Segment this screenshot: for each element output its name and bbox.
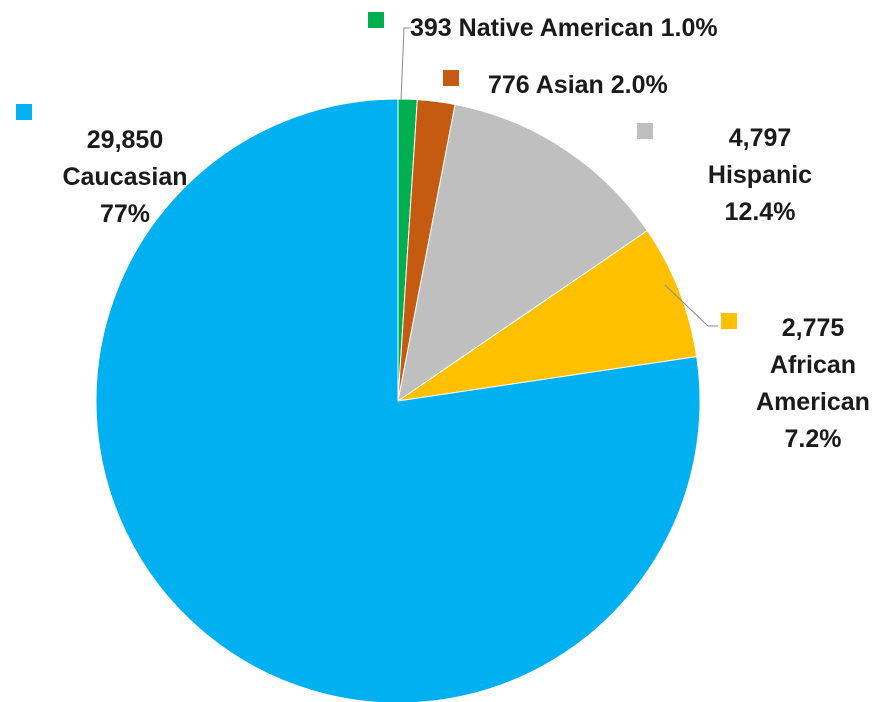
legend-marker [16,104,32,120]
leader-line [400,27,411,101]
legend-marker [443,70,459,86]
data-label: American [756,388,870,416]
legend-marker [368,12,384,28]
pie-slice-caucasian [95,98,701,702]
legend-marker [637,123,653,139]
data-label: 2,775 [782,314,845,342]
data-label: 12.4% [725,198,796,226]
legend-marker [721,313,737,329]
data-label: 29,850 [87,126,163,154]
pie-slice-african-american [397,229,698,402]
data-label: Caucasian [62,163,187,191]
data-label: 77% [100,200,150,228]
data-label: Hispanic [708,161,812,189]
data-label: African [770,351,856,379]
data-label: 7.2% [785,425,842,453]
leader-line [664,284,718,327]
data-label: 4,797 [729,124,792,152]
pie-slice-hispanic [397,103,649,403]
data-label: 393 Native American 1.0% [410,14,718,42]
data-label: 776 Asian 2.0% [488,71,668,99]
